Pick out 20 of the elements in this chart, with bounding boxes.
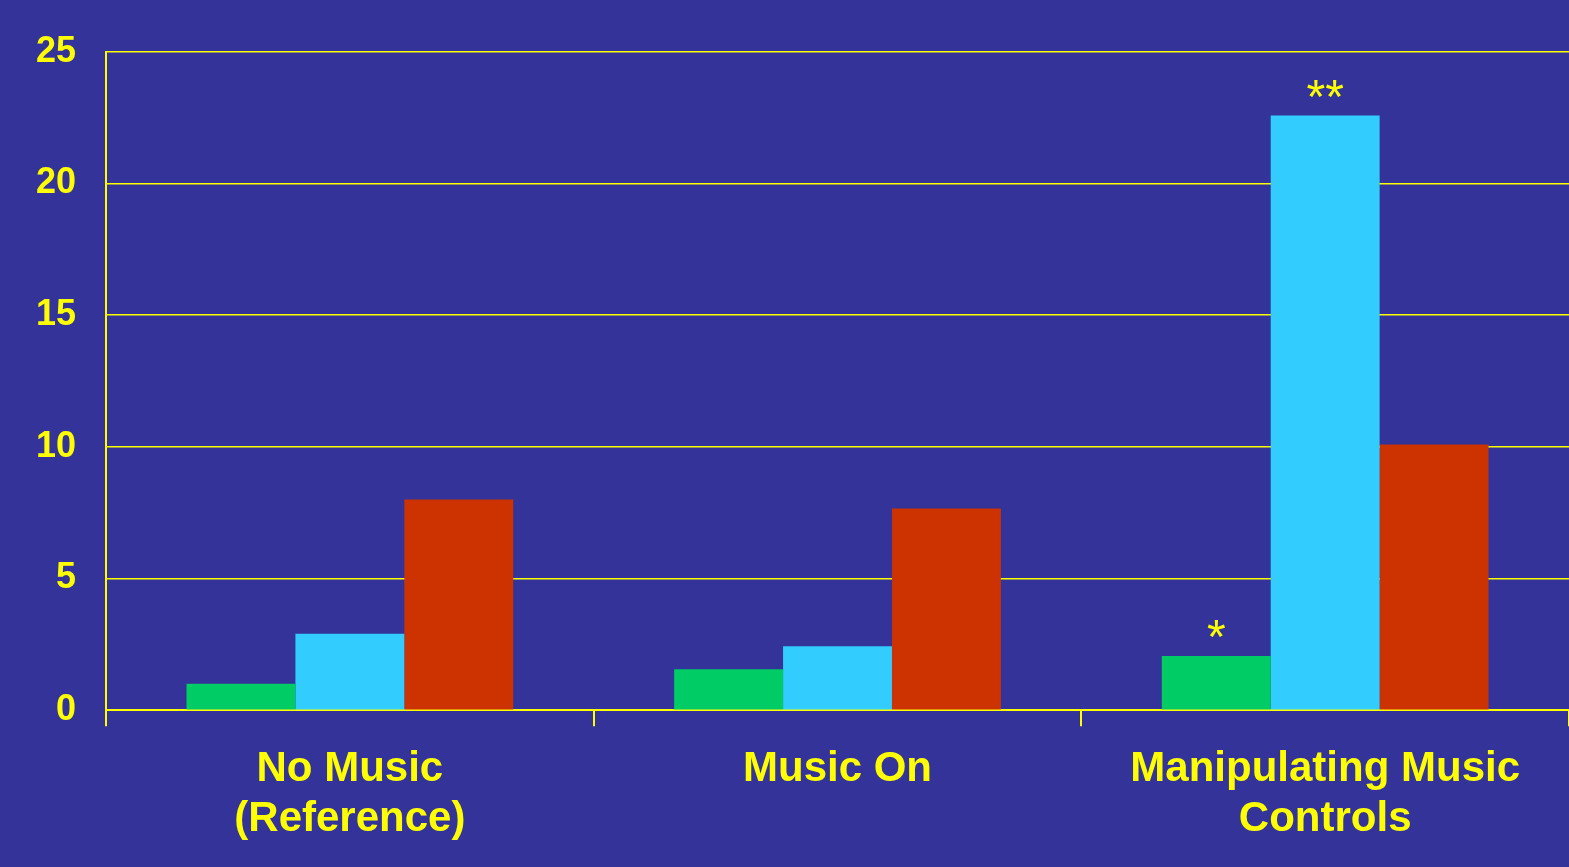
bar: [891, 508, 1001, 710]
bar: [186, 683, 296, 710]
y-tick-label: 20: [36, 160, 77, 202]
annotation: **: [1306, 69, 1344, 123]
bar: [1270, 115, 1380, 710]
bar: [674, 669, 784, 710]
x-tick-label: Music On: [743, 742, 933, 790]
y-tick-label: 5: [56, 555, 77, 597]
y-tick-label: 10: [36, 423, 77, 465]
y-tick-label: 15: [36, 291, 77, 333]
bar: [1379, 444, 1489, 710]
bar: [783, 646, 892, 710]
bar: [404, 499, 514, 710]
bar: [1161, 655, 1271, 710]
y-tick-label: 0: [56, 687, 77, 729]
x-tick-label: Manipulating Music Controls: [1130, 742, 1521, 841]
x-tick-label: No Music (Reference): [234, 742, 466, 841]
annotation: *: [1206, 610, 1226, 664]
bar: [295, 633, 405, 710]
y-tick-label: 25: [36, 28, 77, 70]
